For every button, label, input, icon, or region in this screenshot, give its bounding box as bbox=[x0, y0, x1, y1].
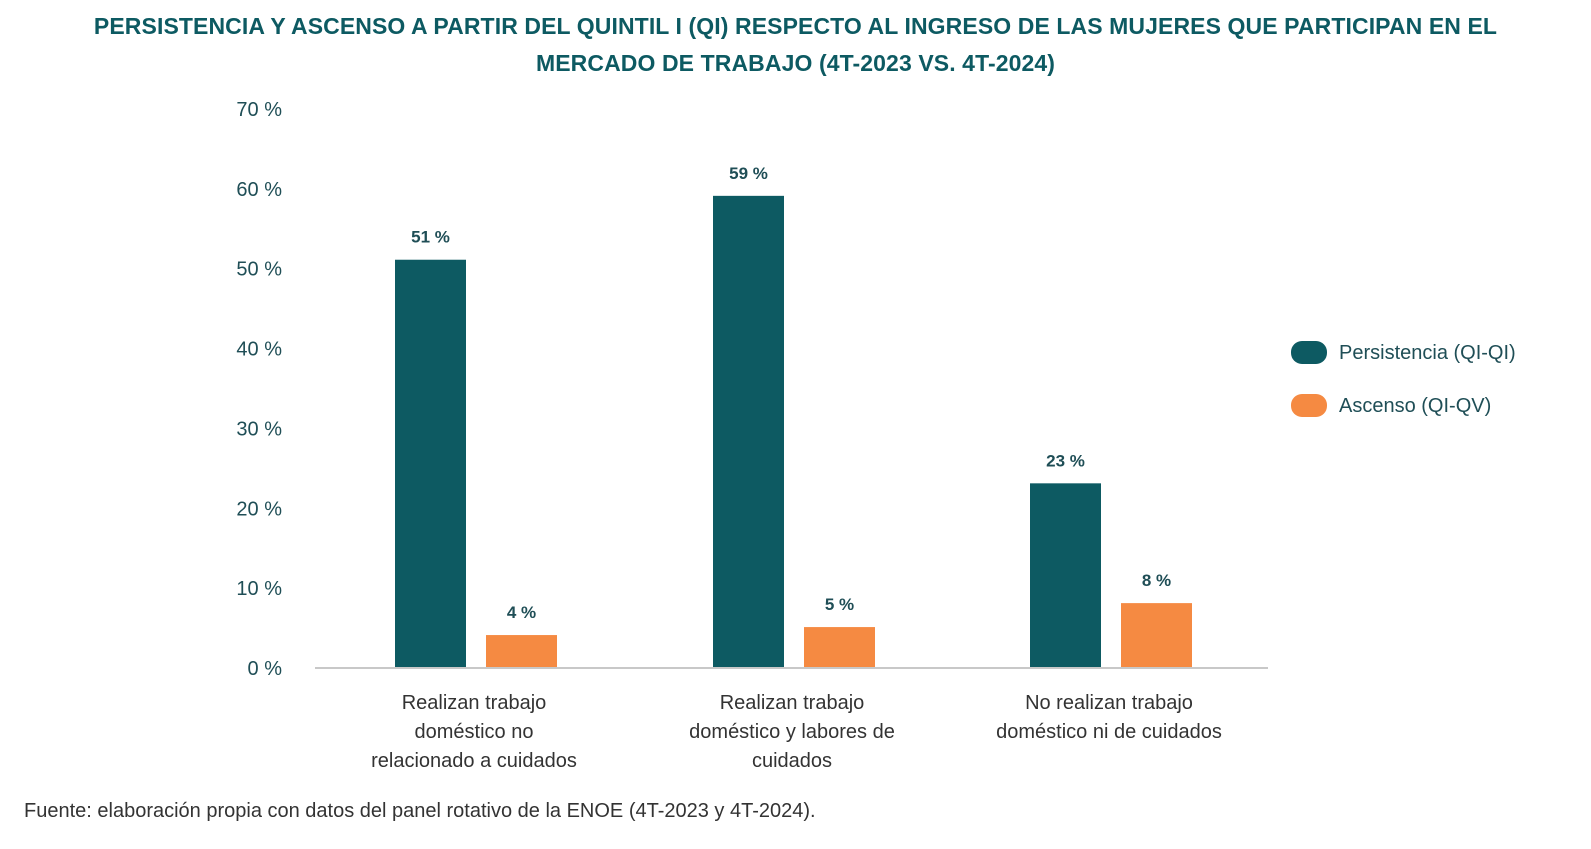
legend-label: Persistencia (QI-QI) bbox=[1339, 342, 1516, 364]
x-category-label: Realizan trabajo doméstico no relacionado … bbox=[371, 692, 577, 772]
chart-source-note: Fuente: elaboración propia con datos del… bbox=[24, 800, 816, 822]
x-category-line: No realizan trabajo bbox=[1025, 692, 1193, 714]
data-label-persistencia: 51 % bbox=[411, 228, 450, 247]
y-tick-label: 70 % bbox=[236, 99, 282, 121]
legend-label: Ascenso (QI-QV) bbox=[1339, 395, 1491, 417]
y-tick-label: 50 % bbox=[236, 259, 282, 281]
x-category-line: Realizan trabajo bbox=[720, 692, 865, 714]
y-tick-label: 60 % bbox=[236, 179, 282, 201]
x-category-label: Realizan trabajo doméstico y labores de cu… bbox=[689, 692, 895, 772]
chart-title: PERSISTENCIA Y ASCENSO A PARTIR DEL QUIN… bbox=[93, 13, 1498, 76]
bar-ascenso bbox=[1121, 603, 1192, 667]
y-tick-label: 30 % bbox=[236, 418, 282, 440]
x-category-line: doméstico no bbox=[415, 721, 534, 743]
data-label-persistencia: 59 % bbox=[729, 164, 768, 183]
data-label-ascenso: 5 % bbox=[825, 595, 854, 614]
x-category-line: doméstico y labores de bbox=[689, 721, 895, 743]
bar-ascenso bbox=[804, 627, 875, 667]
bar-persistencia bbox=[713, 195, 784, 668]
y-tick-label: 40 % bbox=[236, 339, 282, 361]
x-category-line: Realizan trabajo bbox=[402, 692, 547, 714]
x-category-line: doméstico ni de cuidados bbox=[996, 721, 1222, 743]
bar-persistencia bbox=[1030, 483, 1101, 667]
bar-persistencia bbox=[395, 259, 466, 667]
data-label-ascenso: 4 % bbox=[507, 603, 536, 622]
bar-ascenso bbox=[486, 635, 557, 667]
x-category-line: cuidados bbox=[752, 750, 832, 772]
y-tick-label: 20 % bbox=[236, 498, 282, 520]
data-label-persistencia: 23 % bbox=[1046, 451, 1085, 470]
legend-swatch bbox=[1291, 394, 1327, 417]
data-label-ascenso: 8 % bbox=[1142, 571, 1171, 590]
y-tick-label: 0 % bbox=[248, 658, 283, 680]
y-tick-label: 10 % bbox=[236, 578, 282, 600]
legend-swatch bbox=[1291, 341, 1327, 364]
x-category-line: relacionado a cuidados bbox=[371, 750, 577, 772]
x-category-label: No realizan trabajo doméstico ni de cuida… bbox=[996, 692, 1222, 743]
